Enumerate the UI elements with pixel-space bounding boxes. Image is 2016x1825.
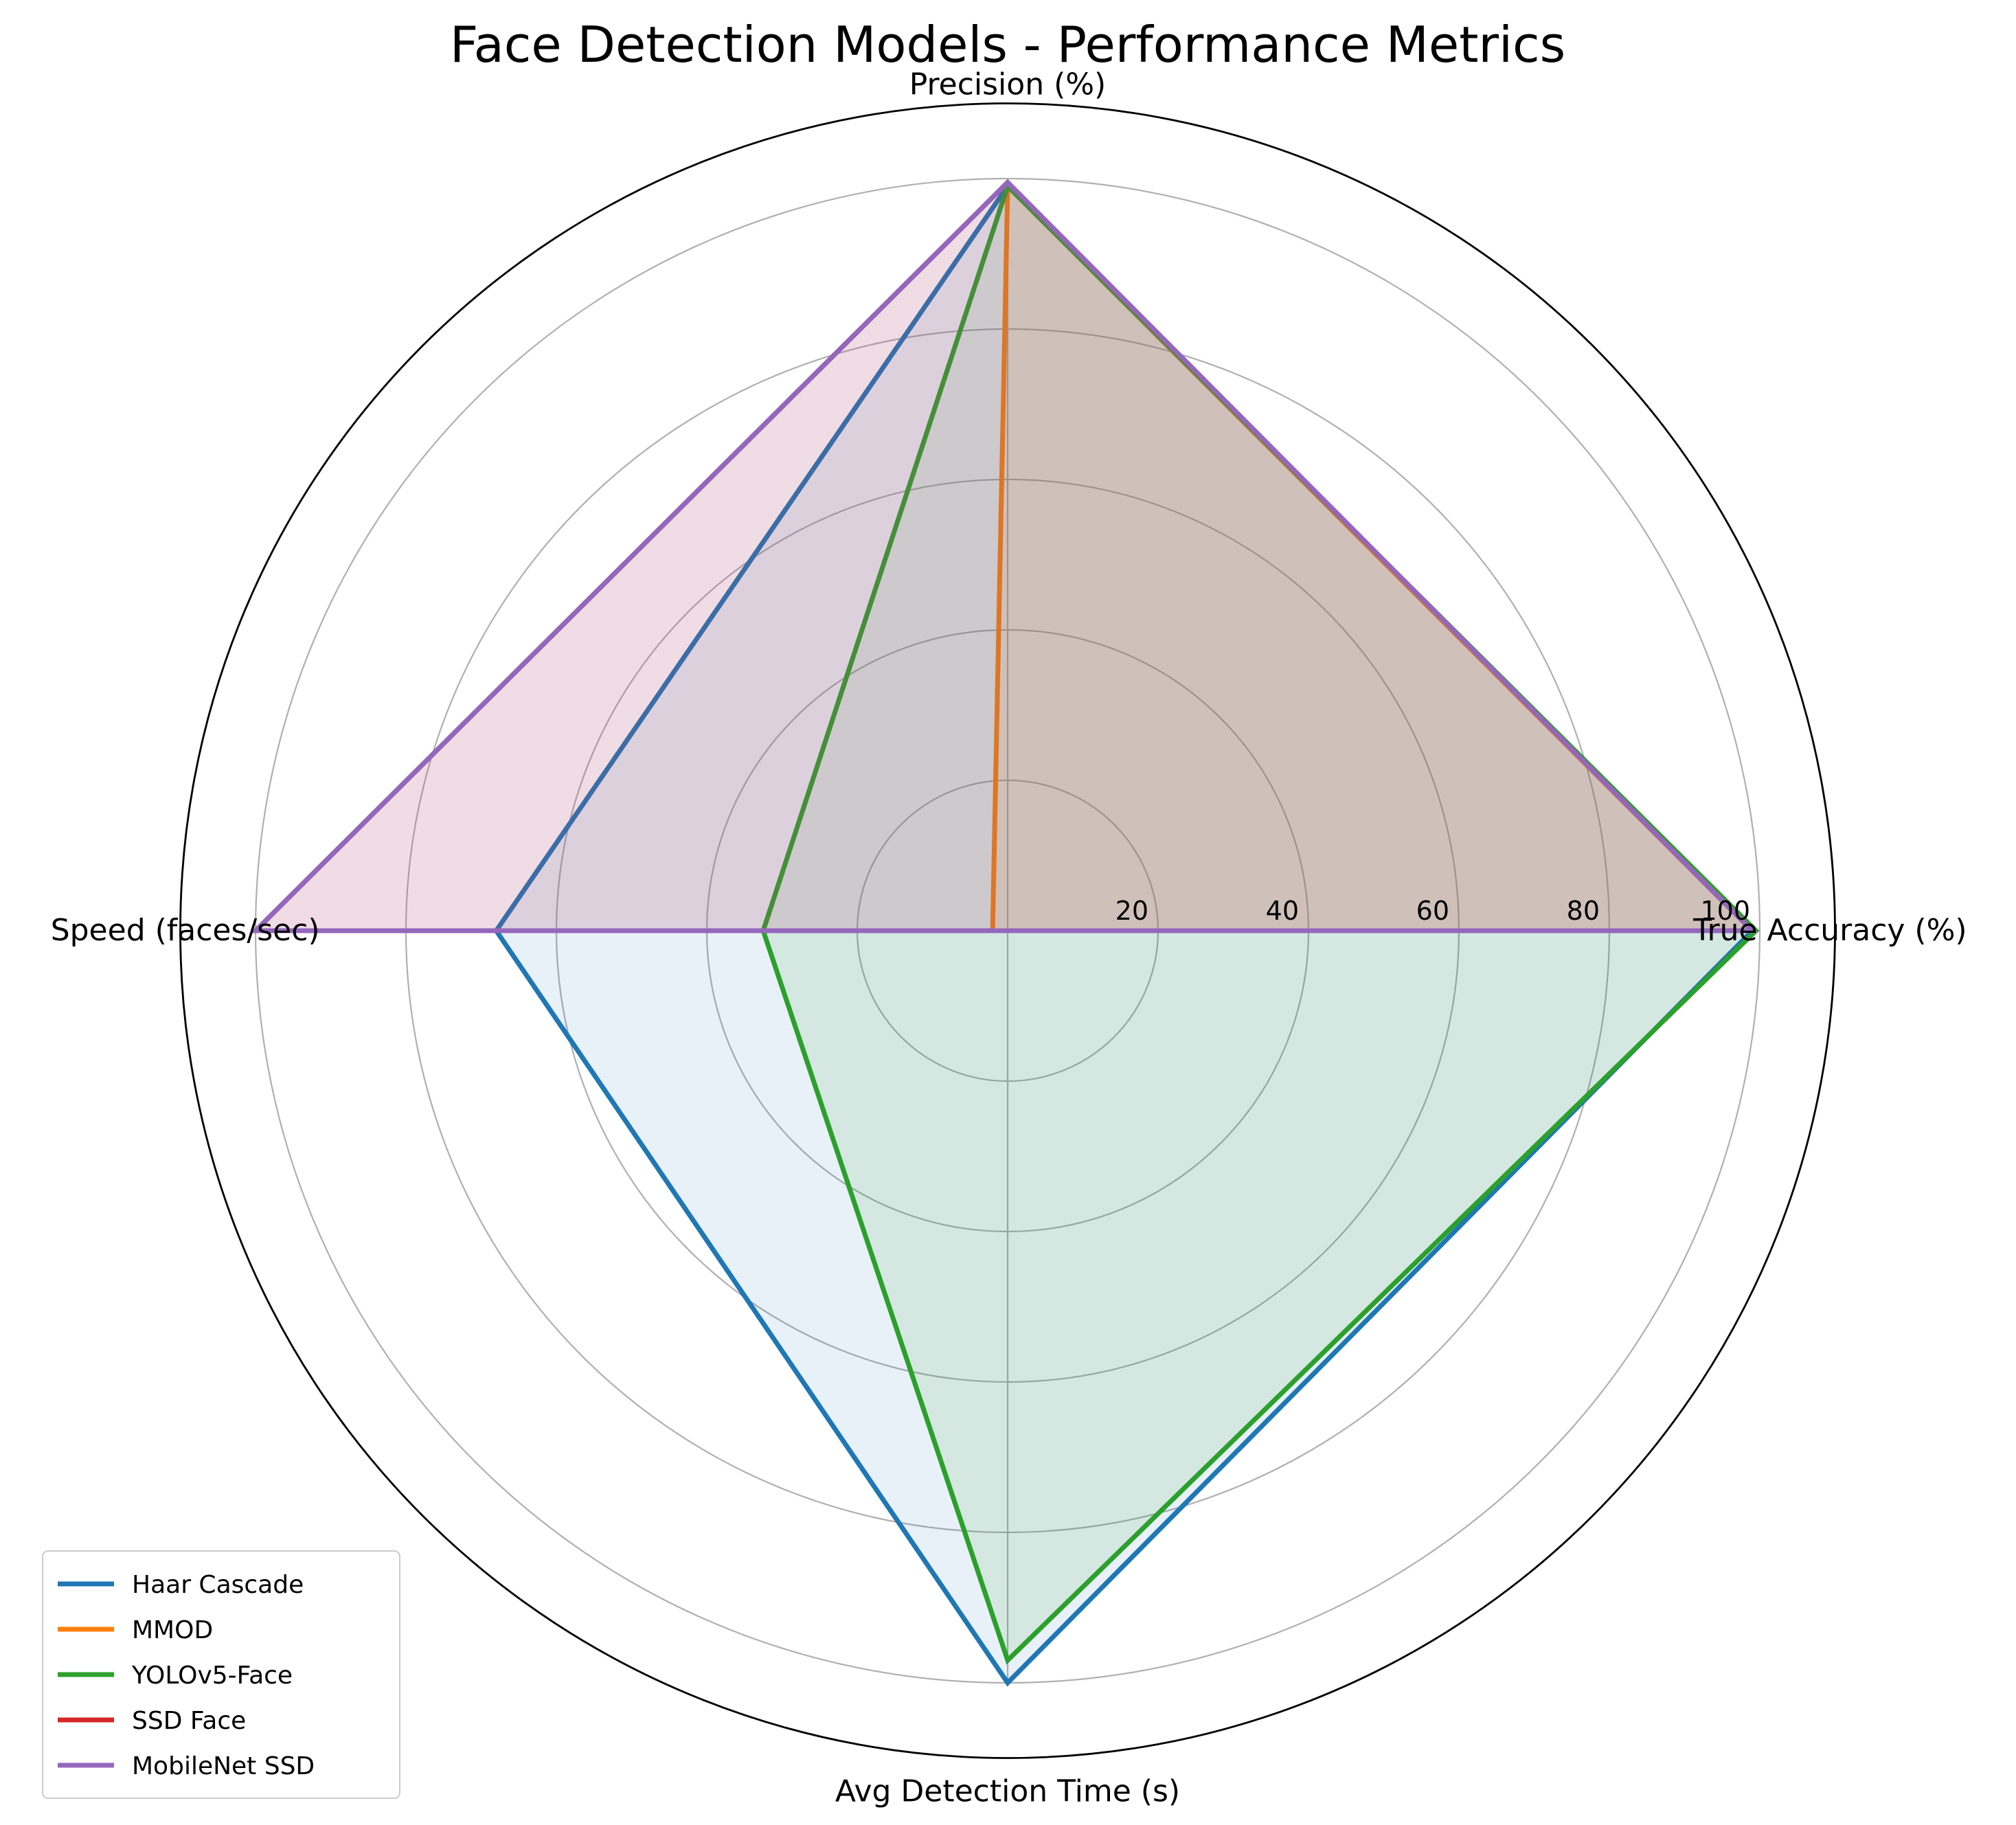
series-group — [249, 179, 1760, 1687]
legend-label: MMOD — [132, 1616, 213, 1644]
radial-tick-60: 60 — [1416, 896, 1449, 926]
radial-tick-100: 100 — [1700, 896, 1750, 926]
series-fill — [763, 186, 1756, 1661]
radial-tick-80: 80 — [1567, 896, 1600, 926]
series-mobilenet-ssd — [249, 179, 1758, 933]
legend-label: MobileNet SSD — [132, 1752, 315, 1780]
chart-title: Face Detection Models - Performance Metr… — [450, 16, 1565, 73]
axis-label: Avg Detection Time (s) — [835, 1773, 1180, 1809]
legend: Haar Cascade MMOD YOLOv5-Face SSD Face Mobil… — [42, 1550, 400, 1799]
legend-label: Haar Cascade — [132, 1571, 304, 1599]
legend-label: SSD Face — [132, 1707, 246, 1735]
radial-tick-20: 20 — [1115, 896, 1148, 926]
legend-item: YOLOv5-Face — [58, 1662, 293, 1690]
legend-item: MMOD — [58, 1616, 213, 1644]
series-fill — [496, 186, 1753, 1683]
series-line — [249, 179, 1758, 933]
series-fill — [993, 186, 1753, 931]
radial-tick-labels: 20 40 60 80 100 — [1115, 896, 1750, 926]
legend-label: YOLOv5-Face — [131, 1662, 293, 1690]
axis-label: Speed (faces/sec) — [51, 913, 320, 948]
legend-box — [42, 1550, 400, 1799]
legend-item: MobileNet SSD — [58, 1752, 315, 1780]
outer-frame — [179, 102, 1836, 1759]
series-fill — [256, 182, 1753, 931]
axis-labels: True Accuracy (%) Precision (%) Speed (fac… — [51, 67, 1967, 1809]
series-fill — [256, 182, 1753, 931]
radial-tick-40: 40 — [1266, 896, 1299, 926]
legend-item: SSD Face — [58, 1707, 246, 1735]
axis-label: True Accuracy (%) — [1692, 913, 1967, 948]
axis-label: Precision (%) — [909, 67, 1106, 102]
legend-item: Haar Cascade — [58, 1571, 304, 1599]
